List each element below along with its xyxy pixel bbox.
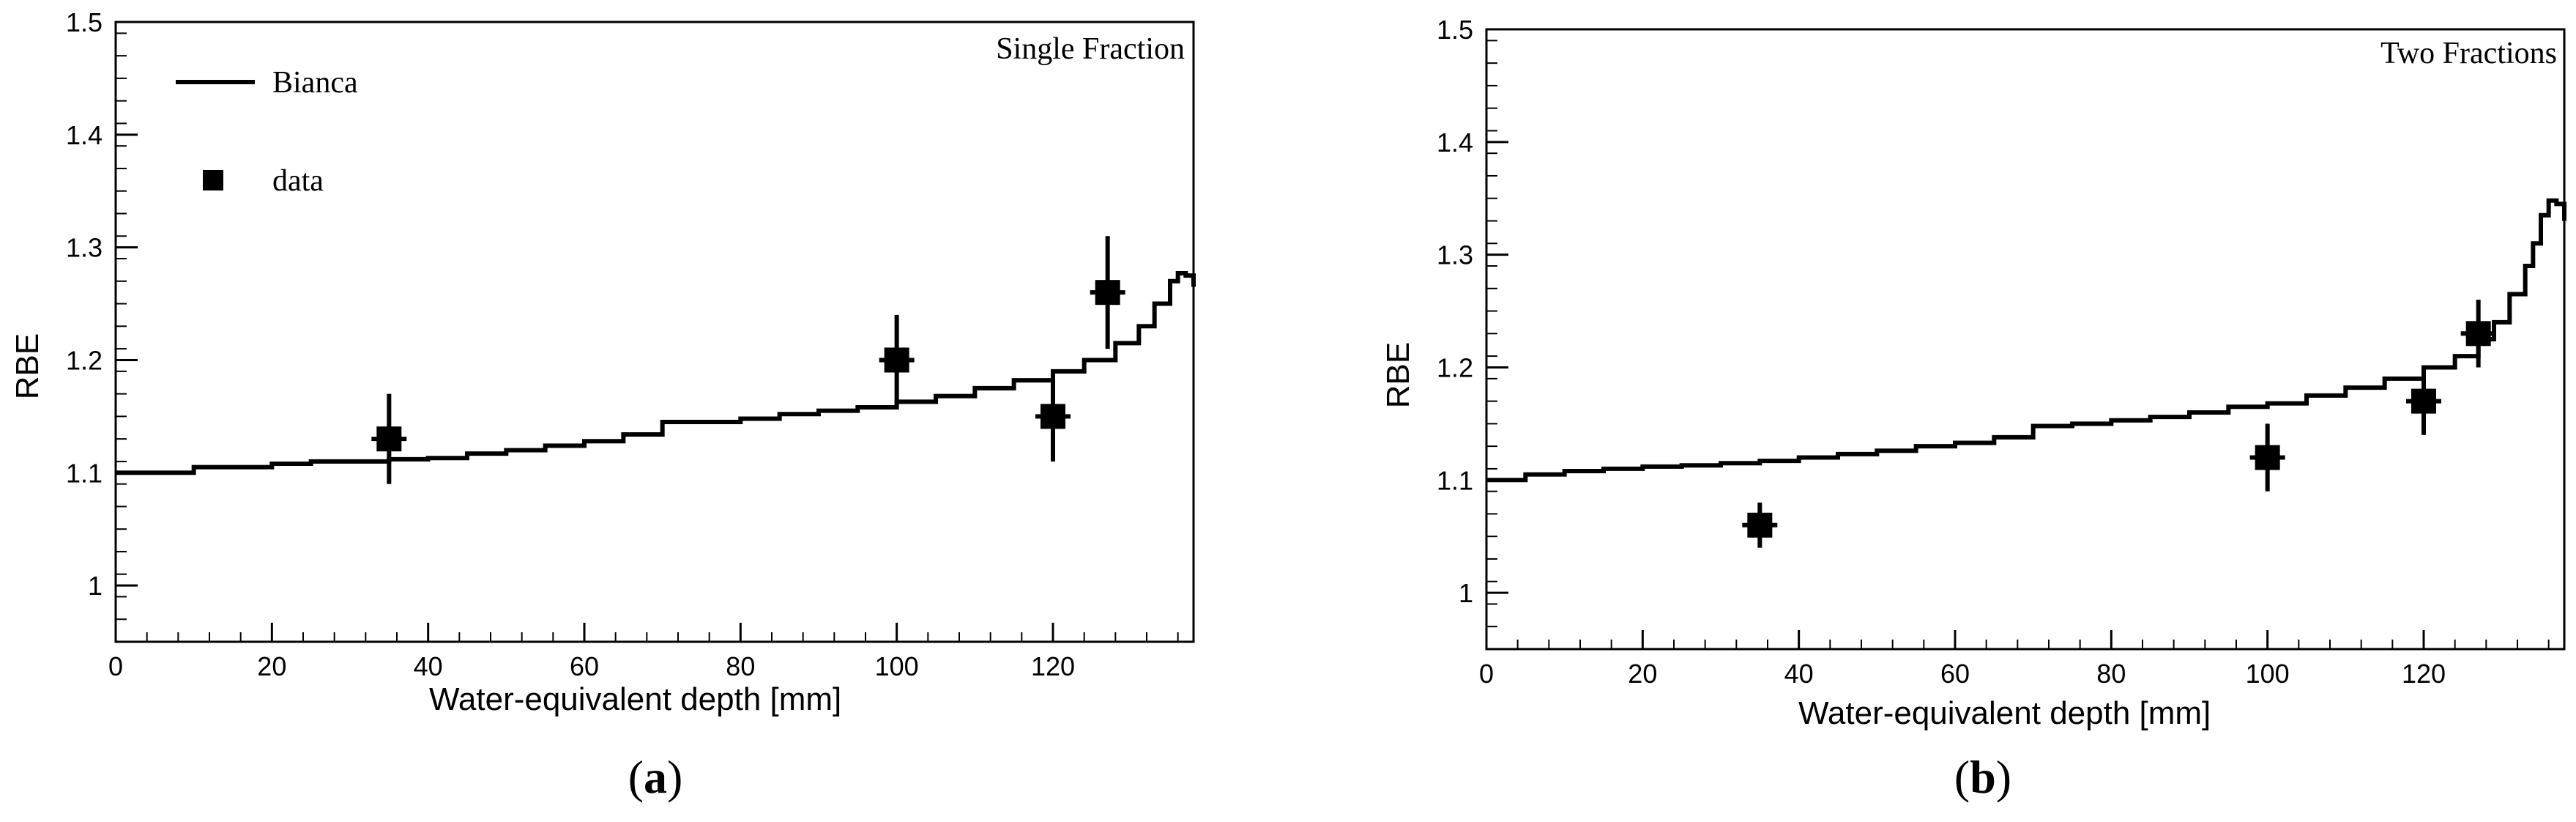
x-tick-label: 20 — [257, 651, 286, 681]
panel-label-b: (b) — [1954, 751, 2011, 803]
panel-b: 0 20 40 60 80 100 120 1 1.1 1.2 1.3 1.4 1.5 Two Frac… — [1380, 15, 2566, 803]
legend-marker-swatch — [203, 170, 223, 190]
legend: Bianca data — [176, 66, 358, 198]
y-tick-label: 1.3 — [1437, 240, 1473, 270]
y-tick-label: 1.4 — [66, 120, 103, 150]
panel-label-a: (a) — [628, 751, 683, 803]
panel-label-close: ) — [1996, 751, 2011, 803]
x-tick-label: 80 — [2096, 659, 2126, 689]
panel-label-open: ( — [628, 751, 644, 803]
plot-frame — [1485, 28, 2566, 651]
data-markers — [1742, 300, 2496, 548]
y-tick-label: 1.3 — [66, 233, 103, 263]
data-point — [2465, 321, 2491, 347]
x-tick-label: 60 — [570, 651, 599, 681]
data-point — [1041, 404, 1065, 429]
bianca-step-line — [116, 271, 1196, 475]
tick-marks — [1485, 28, 2550, 650]
y-axis-title: RBE — [1380, 342, 1416, 408]
data-point — [1747, 512, 1773, 538]
chart-title: Single Fraction — [996, 32, 1185, 66]
x-tick-label: 20 — [1628, 659, 1657, 689]
x-axis-title: Water-equivalent depth [mm] — [1798, 695, 2211, 731]
panel-label-close: ) — [667, 751, 682, 803]
y-tick-label: 1.1 — [66, 458, 103, 488]
tick-labels: 0 20 40 60 80 100 120 1 1.1 1.2 1.3 1.4 1.5 — [1437, 15, 2446, 689]
data-point — [884, 347, 909, 373]
data-point — [2411, 388, 2436, 414]
bianca-step-line — [1486, 198, 2566, 483]
y-tick-label: 1.2 — [66, 345, 103, 375]
panel-label-letter: b — [1970, 751, 1996, 803]
x-tick-label: 60 — [1940, 659, 1970, 689]
panel-label-letter: a — [644, 751, 667, 803]
chart-title: Two Fractions — [2380, 37, 2557, 70]
tick-labels: 0 20 40 60 80 100 120 1 1.1 1.2 1.3 1.4 1.5 — [66, 7, 1075, 681]
panel-label-open: ( — [1954, 751, 1970, 803]
legend-marker-label: data — [272, 164, 324, 198]
x-tick-label: 100 — [875, 651, 919, 681]
y-tick-label: 1.5 — [1437, 15, 1473, 45]
data-point — [376, 426, 402, 452]
data-markers — [371, 236, 1125, 484]
y-tick-label: 1 — [1459, 578, 1473, 608]
data-point — [2255, 445, 2280, 470]
data-point — [1095, 280, 1120, 306]
y-tick-label: 1.1 — [1437, 465, 1473, 495]
x-axis-title: Water-equivalent depth [mm] — [429, 681, 841, 717]
y-tick-label: 1.2 — [1437, 352, 1473, 382]
legend-line-label: Bianca — [272, 66, 358, 100]
x-tick-label: 120 — [2402, 659, 2446, 689]
x-tick-label: 40 — [414, 651, 443, 681]
x-tick-label: 120 — [1031, 651, 1075, 681]
y-tick-label: 1.5 — [66, 7, 103, 37]
panel-a: 0 20 40 60 80 100 120 1 1.1 1.2 1.3 1.4 1.5 Single F… — [10, 7, 1196, 803]
x-tick-label: 0 — [108, 651, 123, 681]
y-tick-label: 1 — [88, 571, 103, 601]
x-tick-label: 100 — [2246, 659, 2290, 689]
x-tick-label: 40 — [1784, 659, 1814, 689]
x-tick-label: 80 — [726, 651, 755, 681]
x-tick-label: 0 — [1479, 659, 1494, 689]
y-axis-title: RBE — [10, 333, 45, 399]
y-tick-label: 1.4 — [1437, 127, 1473, 158]
plot-frame — [114, 21, 1195, 643]
tick-marks — [114, 21, 1179, 643]
